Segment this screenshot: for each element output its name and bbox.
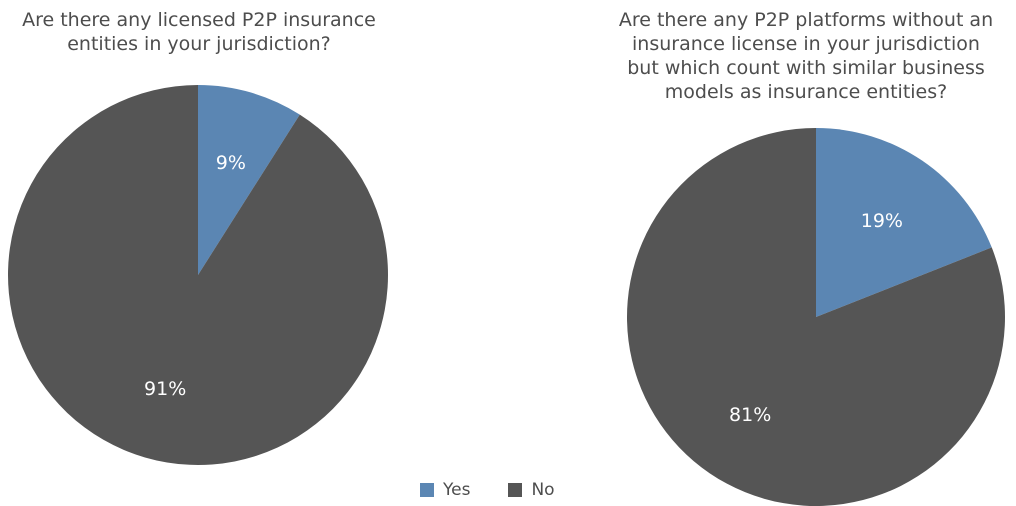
legend-swatch-no [508, 483, 523, 497]
chart-title-right: Are there any P2P platforms without an i… [618, 9, 994, 103]
legend-swatch-yes [420, 483, 434, 497]
pie-right-label-no: 81% [729, 404, 771, 426]
pie-chart-right: 19% 81% [627, 128, 1005, 506]
pie-left-slice-yes [198, 85, 300, 275]
legend-label-no: No [531, 480, 555, 500]
pie-left-label-no: 91% [144, 378, 186, 400]
pie-right-slice-yes [816, 128, 992, 317]
pie-chart-left: 9% 91% [8, 85, 389, 465]
legend-item-yes: Yes [420, 480, 470, 500]
chart-title-left: Are there any licensed P2P insurance ent… [22, 9, 376, 55]
legend-item-no: No [508, 480, 555, 500]
pie-left-label-yes: 9% [216, 152, 246, 174]
legend-label-yes: Yes [443, 480, 471, 500]
legend: Yes No [420, 480, 593, 500]
pie-right-label-yes: 19% [861, 210, 903, 232]
pie-left-slice-no [8, 85, 389, 465]
pie-right-slice-no [627, 128, 1005, 506]
